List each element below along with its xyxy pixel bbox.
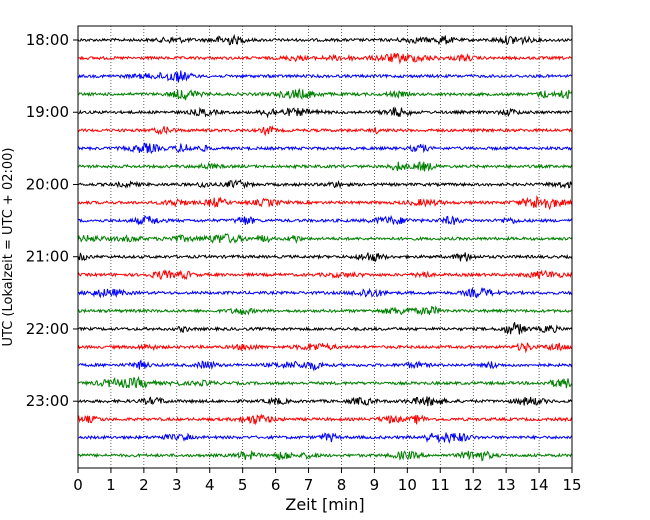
seismic-trace [77, 322, 573, 335]
y-tick-label: 21:00 [26, 248, 69, 266]
x-tick-label: 14 [530, 476, 549, 494]
x-tick-label: 11 [431, 476, 450, 494]
y-tick-label: 20:00 [26, 175, 69, 193]
x-tick-label: 5 [238, 476, 248, 494]
y-tick-label: 19:00 [26, 103, 69, 121]
x-tick-label: 6 [271, 476, 281, 494]
seismic-trace [77, 195, 573, 211]
y-tick-label: 23:00 [26, 392, 69, 410]
seismic-trace [77, 87, 573, 101]
x-tick-label: 10 [398, 476, 417, 494]
seismic-trace [77, 233, 573, 244]
x-tick-label: 15 [562, 476, 581, 494]
seismic-trace [77, 269, 573, 281]
seismic-trace [77, 124, 573, 137]
seismic-trace [77, 305, 573, 316]
x-tick-label: 7 [304, 476, 314, 494]
seismic-trace [77, 142, 573, 155]
x-tick-label: 9 [370, 476, 380, 494]
seismic-trace [77, 342, 573, 354]
seismic-trace [77, 33, 573, 46]
seismic-trace [77, 178, 573, 190]
x-axis-label: Zeit [min] [285, 495, 364, 514]
y-tick-label: 18:00 [26, 31, 69, 49]
seismic-trace [78, 52, 573, 65]
seismic-trace [77, 413, 573, 426]
seismic-trace [77, 375, 573, 389]
seismic-trace [77, 286, 573, 299]
seismic-trace [77, 161, 573, 172]
y-axis-ticks: 18:00 19:00 20:00 21:00 22:00 23:00 [26, 31, 78, 410]
x-tick-label: 1 [106, 476, 116, 494]
seismic-trace [77, 106, 573, 119]
seismic-traces [77, 33, 573, 462]
x-tick-label: 0 [73, 476, 83, 494]
seismic-trace [77, 252, 573, 263]
x-tick-label: 2 [139, 476, 149, 494]
seismic-trace [77, 70, 573, 83]
x-tick-label: 12 [464, 476, 483, 494]
x-tick-label: 4 [205, 476, 215, 494]
x-axis-ticks: 0 1 2 3 4 5 6 7 8 9 10 11 12 13 14 15 [73, 468, 582, 494]
x-tick-label: 8 [337, 476, 347, 494]
x-tick-label: 3 [172, 476, 182, 494]
seismic-trace [77, 396, 573, 407]
seismic-trace [77, 359, 573, 372]
plot-frame [77, 25, 573, 469]
seismic-trace [78, 432, 573, 445]
y-tick-label: 22:00 [26, 320, 69, 338]
y-axis-label: UTC (Lokalzeit = UTC + 02:00) [1, 148, 16, 347]
seismic-trace [77, 214, 573, 226]
plot-frame-background [78, 26, 572, 468]
seismic-trace [77, 449, 573, 462]
x-tick-label: 13 [497, 476, 516, 494]
